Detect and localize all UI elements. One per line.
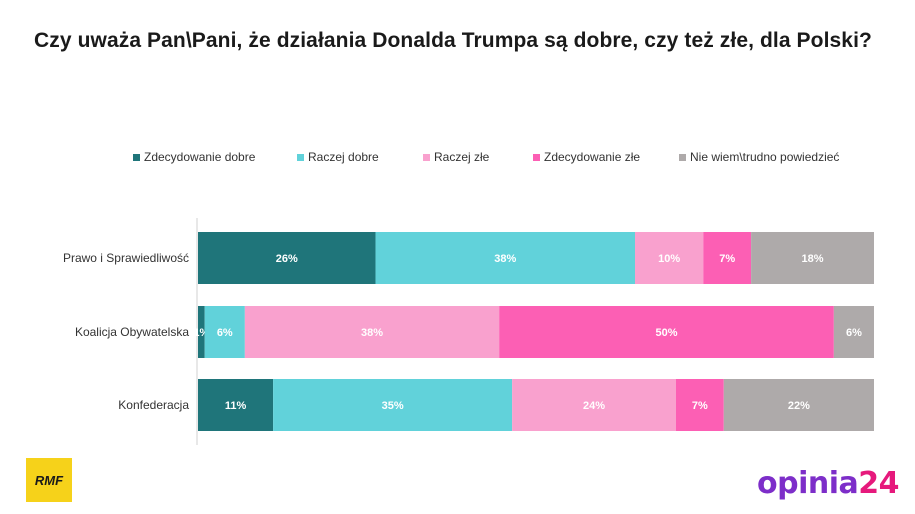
bar-segment [244,306,500,358]
legend-label: Zdecydowanie dobre [144,150,256,164]
bar-segment [198,232,376,284]
data-label: 6% [217,327,233,339]
bar-segment [512,379,676,431]
bar-segment [751,232,874,284]
legend-item: Raczej złe [423,150,489,164]
bar-segment [198,379,274,431]
bar-segment [635,232,704,284]
category-label: Prawo i Sprawiedliwość [63,251,189,265]
data-label: 11% [225,400,247,412]
bar-segment [204,306,245,358]
opinia24-logo: opinia24 [757,466,900,501]
data-label: 7% [692,400,708,412]
legend: Zdecydowanie dobre Raczej dobre Raczej złe… [0,150,915,170]
legend-item: Zdecydowanie dobre [133,150,255,164]
legend-swatch [297,153,304,161]
data-label: 38% [361,327,383,339]
data-label: 35% [382,400,404,412]
legend-swatch [679,153,686,161]
legend-swatch [423,153,430,161]
bar-segment [703,232,752,284]
legend-label: Raczej złe [434,150,490,164]
bar-segment [723,379,874,431]
legend-label: Raczej dobre [308,150,379,164]
legend-item: Nie wiem\trudno powiedzieć [679,150,839,164]
opinia24-logo-word: opinia [757,466,859,501]
legend-label: Zdecydowanie złe [544,150,641,164]
data-label: 10% [658,253,680,265]
legend-item: Zdecydowanie złe [533,150,640,164]
data-label: 22% [788,400,810,412]
bar-segment [273,379,513,431]
opinia24-logo-number: 24 [858,466,900,501]
data-label: 18% [802,253,824,265]
legend-label: Nie wiem\trudno powiedzieć [690,150,840,164]
data-label: 50% [655,327,677,339]
bar-segment [499,306,834,358]
data-label: 6% [846,327,862,339]
category-label: Koalicja Obywatelska [75,325,189,339]
data-label: 24% [583,400,605,412]
bar-segment [833,306,874,358]
bar-segment [198,306,205,358]
legend-swatch [133,153,140,161]
bar-segment [375,232,636,284]
data-label: 7% [719,253,735,265]
data-label: 38% [494,253,516,265]
legend-item: Raczej dobre [297,150,379,164]
legend-swatch [533,153,540,161]
chart-title: Czy uważa Pan\Pani, że działania Donalda… [34,29,872,52]
category-label: Konfederacja [118,398,189,412]
bar-segment [675,379,724,431]
data-label: 26% [276,253,298,265]
rmf-logo: RMF [26,458,72,502]
